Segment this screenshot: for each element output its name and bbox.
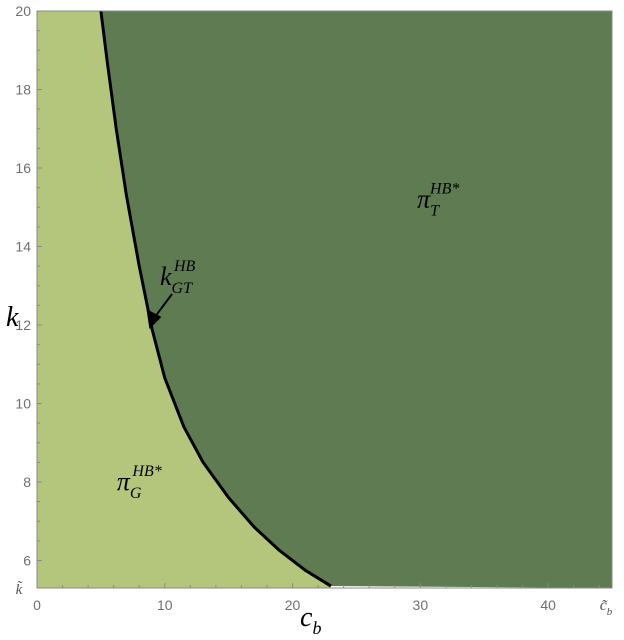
y-tick-label: 14: [15, 239, 31, 255]
region-t-label-superscript: HB*: [429, 180, 459, 197]
boundary-label-superscript: HB: [173, 258, 196, 275]
y-axis-title: k: [6, 302, 19, 333]
region-g-label-superscript: HB*: [131, 463, 161, 480]
boundary-label-subscript: GT: [172, 280, 194, 297]
plot-area: [36, 10, 613, 589]
region-t-label-base: π: [417, 184, 431, 213]
region-g-label-base: π: [117, 467, 131, 496]
x-tick-label: 40: [540, 597, 556, 613]
region-t-area: [100, 11, 612, 588]
boundary-curve: [99, 10, 332, 588]
x-tick-label: 0: [33, 597, 41, 613]
tick-labels: 0 10 20 30 40 6 8 10 12 14 16 18 20 k̃ c̃b cb k: [6, 3, 613, 638]
y-tick-label: 8: [23, 474, 31, 490]
x-extra-tick-subscript: b: [607, 606, 613, 618]
x-axis-title-subscript: b: [312, 618, 321, 638]
annotations: πGHB*πTHB*kGTHB: [117, 180, 460, 502]
x-tick-label: 30: [413, 597, 429, 613]
x-extra-tick-label: c̃b: [600, 597, 613, 618]
x-axis-title: cb: [300, 602, 321, 638]
y-tick-label: 6: [23, 553, 31, 569]
x-tick-label: 10: [157, 597, 173, 613]
y-tick-label: 20: [15, 3, 31, 19]
y-extra-tick-label: k̃: [16, 581, 23, 598]
y-tick-label: 12: [15, 317, 31, 333]
boundary-arrow-shaft: [155, 293, 173, 316]
region-g-label: πG HB*: [117, 463, 162, 502]
boundary-label: kGT HB: [160, 258, 196, 297]
region-t-label: πT HB*: [417, 180, 459, 219]
plot-frame: [36, 10, 613, 589]
y-tick-label: 18: [15, 82, 31, 98]
y-tick-label: 10: [15, 396, 31, 412]
x-tick-label: 20: [285, 597, 301, 613]
y-tick-label: 16: [15, 160, 31, 176]
boundary-arrow-head: [146, 308, 162, 329]
boundary-label-base: k: [160, 262, 172, 291]
region-g-label-subscript: G: [130, 485, 142, 502]
region-t-label-subscript: T: [430, 202, 440, 219]
region-g-area: [37, 11, 331, 588]
